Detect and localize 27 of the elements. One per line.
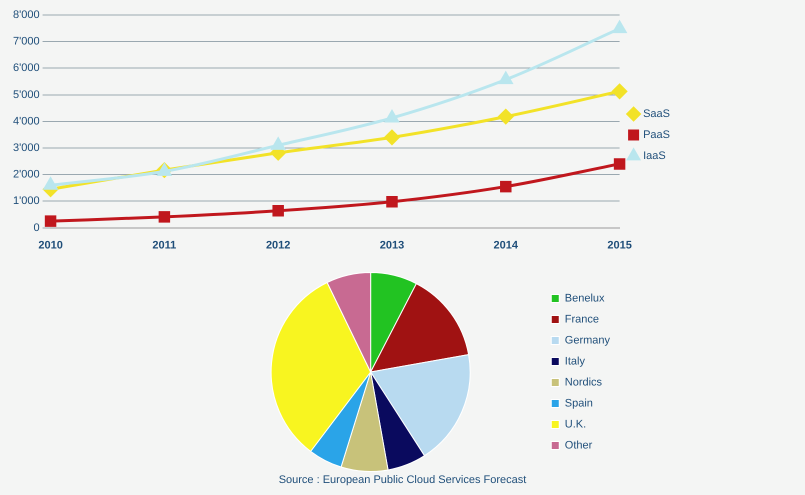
source-note: Source : European Public Cloud Services Forecast (278, 474, 528, 486)
x-tick-label: 2013 (380, 239, 404, 252)
legend-label: Nordics (564, 376, 603, 389)
y-tick-label: 4'000 (12, 115, 40, 128)
y-tick-label: 5'000 (12, 88, 40, 101)
y-tick-label: 0 (33, 222, 40, 234)
legend-label: Spain (564, 398, 593, 410)
legend-label: Italy (564, 356, 586, 368)
y-tick-label: 3'000 (12, 142, 40, 154)
x-tick-label: 2012 (266, 239, 290, 252)
x-tick-label: 2014 (494, 239, 519, 252)
y-tick-label: 7'000 (12, 36, 40, 48)
y-tick-label: 6'000 (12, 62, 40, 74)
legend-label: U.K. (564, 418, 586, 431)
x-tick-label: 2015 (607, 239, 632, 252)
x-tick-label: 2010 (38, 239, 63, 252)
legend-label: Germany (564, 334, 610, 347)
y-tick-label: 2'000 (12, 168, 40, 181)
legend-label: Other (564, 440, 593, 452)
y-tick-label: 8'000 (12, 9, 40, 22)
legend-label: SaaS (643, 108, 670, 120)
legend-label: Benelux (564, 292, 606, 305)
legend-label: France (564, 314, 600, 326)
legend-label: IaaS (643, 150, 666, 162)
legend-label: PaaS (643, 129, 670, 142)
y-tick-label: 1'000 (12, 195, 40, 208)
x-tick-label: 2011 (152, 239, 176, 252)
